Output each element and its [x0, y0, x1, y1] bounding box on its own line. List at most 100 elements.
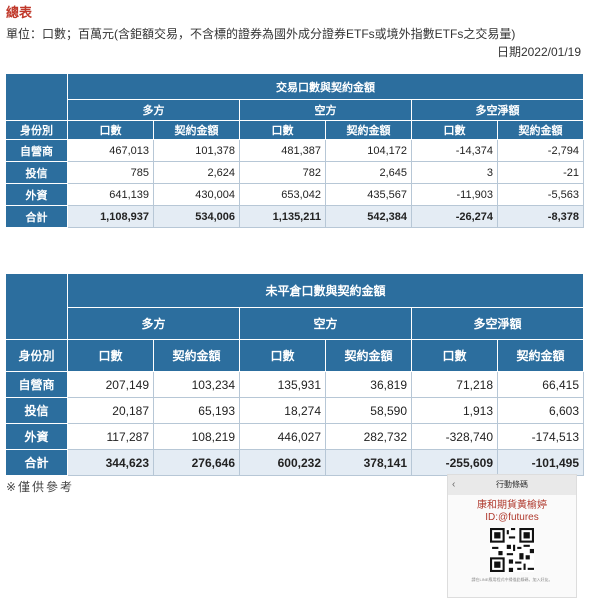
group-header-net: 多空淨額 [411, 307, 584, 340]
table-cell: 108,219 [153, 423, 240, 450]
column-header: 口數 [67, 339, 154, 372]
column-header: 契約金額 [325, 339, 412, 372]
table-cell: 481,387 [239, 139, 326, 162]
table-row: 自營商 467,013 101,378 481,387 104,172 -14,374 -2… [5, 139, 584, 162]
row-label: 外資 [5, 183, 68, 206]
table-title: 交易口數與契約金額 [67, 73, 584, 100]
column-header: 口數 [239, 339, 326, 372]
table-cell: 1,135,211 [239, 205, 326, 228]
open-interest-table: 未平倉口數與契約金額 多方 空方 多空淨額 身份別 口數 契約金額 口數 契約金… [5, 273, 584, 476]
table-cell: 117,287 [67, 423, 154, 450]
group-header-short: 空方 [239, 99, 412, 121]
footnote: ※僅供參考 [6, 480, 75, 494]
table-cell: -14,374 [411, 139, 498, 162]
table-cell: 344,623 [67, 449, 154, 476]
table-cell: 6,603 [497, 397, 584, 424]
table-cell: 101,378 [153, 139, 240, 162]
card-header: ‹ 行動條碼 [448, 475, 576, 495]
column-header: 口數 [411, 120, 498, 140]
table-cell: 282,732 [325, 423, 412, 450]
table-row: 外資 641,139 430,004 653,042 435,567 -11,903 -5,… [5, 183, 584, 206]
column-header: 口數 [239, 120, 326, 140]
row-label: 自營商 [5, 371, 68, 398]
card-header-label: 行動條碼 [496, 480, 528, 489]
table-cell: 435,567 [325, 183, 412, 206]
table-cell: 2,645 [325, 161, 412, 184]
column-header: 契約金額 [497, 120, 584, 140]
row-label: 投信 [5, 397, 68, 424]
table-cell: 18,274 [239, 397, 326, 424]
table-cell: 467,013 [67, 139, 154, 162]
column-header: 契約金額 [153, 120, 240, 140]
group-header-net: 多空淨額 [411, 99, 584, 121]
table-corner [5, 73, 68, 121]
table-cell: 653,042 [239, 183, 326, 206]
table-cell: 104,172 [325, 139, 412, 162]
table-cell: 446,027 [239, 423, 326, 450]
column-header: 契約金額 [153, 339, 240, 372]
table-cell: -174,513 [497, 423, 584, 450]
line-contact-card[interactable]: ‹ 行動條碼 康和期貨黃榆婷 ID:@futures 請在LINE應用程式中掃描… [447, 474, 577, 598]
table-cell: 542,384 [325, 205, 412, 228]
table-cell: 641,139 [67, 183, 154, 206]
table-cell: 785 [67, 161, 154, 184]
table-cell: 1,913 [411, 397, 498, 424]
page-title: 總表 [6, 5, 33, 20]
table-cell: 207,149 [67, 371, 154, 398]
card-description: 請在LINE應用程式中掃描此條碼，加入好友。 [471, 577, 553, 582]
table-row: 投信 785 2,624 782 2,645 3 -21 [5, 161, 584, 184]
table-cell: -26,274 [411, 205, 498, 228]
table-cell: 1,108,937 [67, 205, 154, 228]
table-corner [5, 273, 68, 340]
table-cell: 430,004 [153, 183, 240, 206]
contact-id: ID:@futures [485, 512, 539, 523]
table-cell: -255,609 [411, 449, 498, 476]
table-cell: 103,234 [153, 371, 240, 398]
chevron-left-icon[interactable]: ‹ [452, 479, 456, 490]
row-label: 外資 [5, 423, 68, 450]
row-label: 合計 [5, 205, 68, 228]
table-row: 外資 117,287 108,219 446,027 282,732 -328,740 -1… [5, 423, 584, 450]
column-header: 契約金額 [497, 339, 584, 372]
table-cell: 36,819 [325, 371, 412, 398]
column-header: 口數 [67, 120, 154, 140]
row-label: 自營商 [5, 139, 68, 162]
table-cell: 71,218 [411, 371, 498, 398]
group-header-long: 多方 [67, 307, 240, 340]
date-label: 日期2022/01/19 [496, 45, 581, 59]
row-header-label: 身份別 [5, 339, 68, 372]
column-header: 契約金額 [325, 120, 412, 140]
table-cell: 65,193 [153, 397, 240, 424]
column-header: 口數 [411, 339, 498, 372]
table-cell: -2,794 [497, 139, 584, 162]
table-cell: 534,006 [153, 205, 240, 228]
table-cell: 66,415 [497, 371, 584, 398]
table-row: 自營商 207,149 103,234 135,931 36,819 71,218 66,4… [5, 371, 584, 398]
row-header-label: 身份別 [5, 120, 68, 140]
unit-note: 單位：口數；百萬元(含鉅額交易，不含標的證券為國外成分證券ETFs或境外指數ET… [6, 27, 516, 41]
group-header-long: 多方 [67, 99, 240, 121]
table-row: 合計 344,623 276,646 600,232 378,141 -255,609 -1… [5, 449, 584, 476]
trading-volume-table: 交易口數與契約金額 多方 空方 多空淨額 身份別 口數 契約金額 口數 契約金額… [5, 73, 584, 228]
table-cell: -5,563 [497, 183, 584, 206]
table-cell: -328,740 [411, 423, 498, 450]
table-cell: 600,232 [239, 449, 326, 476]
table-cell: -101,495 [497, 449, 584, 476]
table-cell: 135,931 [239, 371, 326, 398]
table-row: 合計 1,108,937 534,006 1,135,211 542,384 -26,27… [5, 205, 584, 228]
table-cell: 378,141 [325, 449, 412, 476]
table-cell: 58,590 [325, 397, 412, 424]
row-label: 合計 [5, 449, 68, 476]
table-cell: 20,187 [67, 397, 154, 424]
table-cell: 3 [411, 161, 498, 184]
table-row: 投信 20,187 65,193 18,274 58,590 1,913 6,603 [5, 397, 584, 424]
table-cell: -8,378 [497, 205, 584, 228]
table-title: 未平倉口數與契約金額 [67, 273, 584, 308]
qr-code-icon [490, 528, 534, 572]
table-cell: 276,646 [153, 449, 240, 476]
table-cell: -21 [497, 161, 584, 184]
row-label: 投信 [5, 161, 68, 184]
contact-name: 康和期貨黃榆婷 [477, 500, 547, 511]
table-cell: 2,624 [153, 161, 240, 184]
group-header-short: 空方 [239, 307, 412, 340]
